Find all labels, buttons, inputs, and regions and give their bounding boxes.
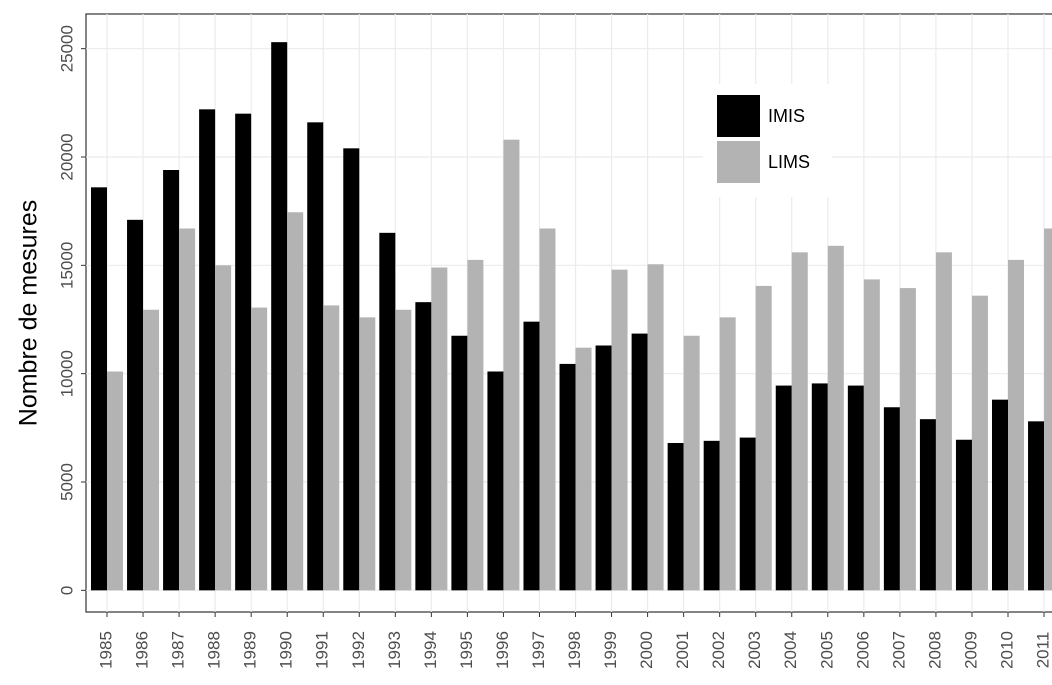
bar xyxy=(395,309,412,591)
bar xyxy=(1044,228,1052,591)
bar xyxy=(379,232,396,591)
bar xyxy=(739,437,756,591)
bar xyxy=(451,335,468,591)
bar xyxy=(1008,259,1024,591)
x-tick-label: 1991 xyxy=(313,631,332,669)
x-tick-label: 2003 xyxy=(745,631,764,669)
x-tick-label: 2006 xyxy=(853,631,872,669)
bar xyxy=(703,440,720,591)
bar xyxy=(647,264,664,591)
bar xyxy=(575,347,592,591)
legend-key xyxy=(717,95,760,137)
bar xyxy=(683,335,700,591)
bar xyxy=(179,228,196,591)
bar xyxy=(323,305,340,591)
x-tick-label: 1989 xyxy=(241,631,260,669)
x-tick-label: 1988 xyxy=(205,631,224,669)
x-tick-label: 2011 xyxy=(1034,632,1052,669)
x-tick-label: 1997 xyxy=(529,631,548,669)
bar xyxy=(539,228,556,591)
bar xyxy=(431,267,448,591)
bar xyxy=(359,317,376,591)
bar xyxy=(595,345,612,591)
bar xyxy=(271,42,288,591)
y-tick-label: 5000 xyxy=(57,463,76,501)
y-tick-label: 10000 xyxy=(57,350,76,397)
bar xyxy=(935,252,952,591)
bar xyxy=(287,212,304,591)
y-axis-title: Nombre de mesures xyxy=(15,200,43,426)
x-tick-label: 1996 xyxy=(493,631,512,669)
x-tick-label: 1994 xyxy=(421,631,440,669)
bar xyxy=(523,321,540,591)
x-tick-label: 2009 xyxy=(961,631,980,669)
x-tick-label: 1986 xyxy=(133,631,152,669)
x-tick-label: 1993 xyxy=(385,631,404,669)
y-tick-label: 0 xyxy=(57,586,76,595)
bar xyxy=(343,148,360,591)
x-tick-label: 2005 xyxy=(817,631,836,669)
bar xyxy=(611,269,628,591)
bar xyxy=(827,245,844,591)
bar xyxy=(251,307,268,591)
bar xyxy=(143,309,160,591)
legend-label: IMIS xyxy=(768,106,805,126)
bar xyxy=(955,439,972,591)
legend-key xyxy=(717,141,760,183)
bar xyxy=(199,109,216,591)
bar xyxy=(91,187,107,591)
y-tick-label: 20000 xyxy=(57,133,76,180)
x-tick-label: 2008 xyxy=(925,631,944,669)
x-tick-label: 1985 xyxy=(96,631,115,669)
bar xyxy=(307,122,324,591)
x-tick-label: 2001 xyxy=(673,631,692,669)
bar xyxy=(755,285,772,591)
x-tick-label: 2004 xyxy=(781,631,800,669)
bar xyxy=(107,371,123,591)
bar xyxy=(775,385,792,591)
bar xyxy=(919,419,936,591)
bar xyxy=(667,443,684,591)
bar xyxy=(899,288,916,591)
bar xyxy=(631,333,648,591)
bar xyxy=(863,279,880,591)
bar xyxy=(992,399,1008,591)
bar xyxy=(559,363,576,591)
y-tick-label: 15000 xyxy=(57,242,76,289)
bar xyxy=(847,385,864,591)
legend-label: LIMS xyxy=(768,152,810,172)
bar xyxy=(415,302,432,591)
bar xyxy=(487,371,504,591)
bar xyxy=(235,113,252,591)
bar xyxy=(791,252,808,591)
bar xyxy=(503,139,520,591)
x-tick-label: 1998 xyxy=(565,631,584,669)
bar xyxy=(971,295,988,591)
x-tick-label: 1987 xyxy=(169,631,188,669)
x-tick-label: 1995 xyxy=(457,631,476,669)
x-tick-label: 2002 xyxy=(709,631,728,669)
bar xyxy=(215,265,232,591)
x-tick-label: 2000 xyxy=(637,631,656,669)
y-tick-label: 25000 xyxy=(57,25,76,72)
plot-area xyxy=(86,14,1052,612)
bar xyxy=(1028,421,1045,591)
bar xyxy=(811,383,828,591)
bar xyxy=(883,407,900,591)
bar xyxy=(467,259,484,591)
x-tick-label: 2010 xyxy=(997,631,1016,669)
x-tick-label: 2007 xyxy=(889,631,908,669)
bar xyxy=(163,170,180,591)
x-tick-label: 1992 xyxy=(349,631,368,669)
x-tick-label: 1990 xyxy=(277,631,296,669)
bar xyxy=(127,219,144,591)
bar xyxy=(719,317,736,591)
x-tick-label: 1999 xyxy=(601,631,620,669)
